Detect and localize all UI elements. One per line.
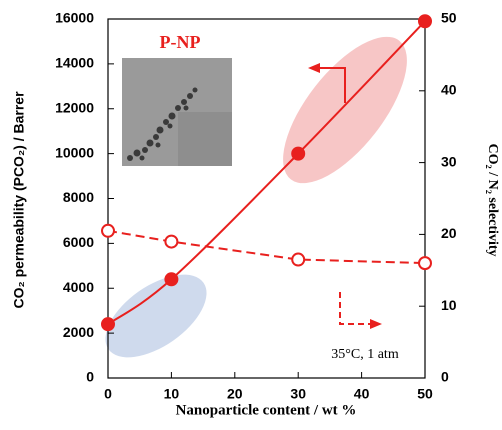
y-tick-label: 2000	[63, 324, 94, 340]
inset-label: P-NP	[160, 32, 201, 52]
point	[101, 223, 115, 238]
y-tick-label: 4000	[63, 279, 94, 295]
x-tick-label: 20	[227, 386, 243, 402]
y-axis-title: CO₂ permeability (PCO₂) / Barrer	[11, 91, 27, 309]
x-tick-label: 10	[164, 386, 180, 402]
x-axis-title: Nanoparticle content / wt %	[176, 402, 357, 418]
y-tick-label: 8000	[63, 189, 94, 205]
y-tick-label: 16000	[55, 10, 94, 26]
y2-tick-label: 20	[441, 225, 457, 241]
y2-axis-title: CO₂ / N₂ selectivity	[485, 144, 500, 257]
y-tick-label: 10000	[55, 144, 94, 160]
x-tick-label: 50	[417, 386, 433, 402]
y2-tick-label: 10	[441, 297, 457, 313]
y2-tick-label: 40	[441, 82, 457, 98]
point	[291, 146, 306, 161]
y-tick-label: 14000	[55, 55, 94, 71]
point	[164, 272, 179, 287]
arrow	[339, 292, 372, 325]
y2-tick-label: 0	[441, 369, 449, 385]
x-tick-label: 40	[354, 386, 370, 402]
arrowhead	[308, 63, 320, 73]
line	[107, 20, 426, 325]
arrowhead	[370, 319, 382, 329]
highlight-ellipse	[105, 274, 207, 358]
arrow	[318, 67, 346, 103]
y2-tick-label: 30	[441, 153, 457, 169]
dashed-line	[107, 229, 426, 265]
x-tick-label: 30	[290, 386, 306, 402]
point	[418, 14, 432, 29]
y-tick-label: 0	[86, 369, 94, 385]
y-tick-label: 6000	[63, 234, 94, 250]
y-tick-label: 12000	[55, 99, 94, 115]
tem-inset	[122, 58, 232, 166]
x-tick-label: 0	[104, 386, 112, 402]
point	[101, 317, 115, 332]
point	[418, 256, 432, 271]
y2-tick-label: 50	[441, 10, 457, 26]
point	[291, 252, 306, 267]
annotation: 35°C, 1 atm	[331, 347, 399, 362]
highlight-ellipse	[283, 36, 407, 184]
point	[164, 234, 179, 249]
